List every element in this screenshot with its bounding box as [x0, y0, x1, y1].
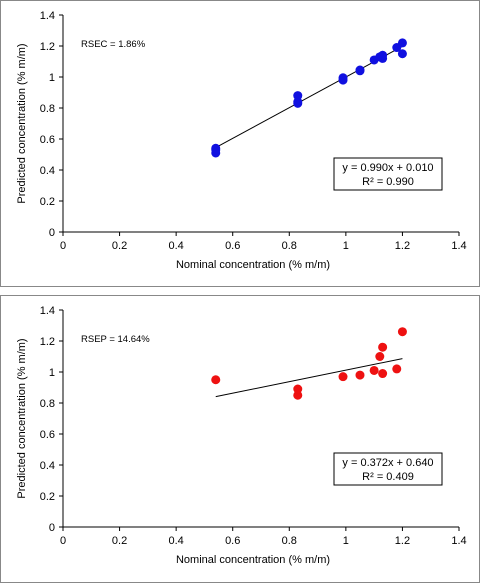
y-tick-label: 1.2 [40, 336, 55, 348]
x-axis-title: Nominal concentration (% m/m) [176, 259, 330, 271]
y-tick-label: 0.4 [40, 165, 55, 177]
data-point [397, 327, 407, 337]
regression-equation: y = 0.990x + 0.010 [342, 162, 433, 174]
y-tick-label: 0 [49, 227, 55, 239]
y-tick-label: 1.4 [40, 10, 55, 22]
y-tick-label: 0.8 [40, 103, 55, 115]
data-point [293, 97, 303, 107]
y-tick-label: 0.4 [40, 460, 55, 472]
y-tick-label: 0.6 [40, 134, 55, 146]
r-squared: R² = 0.409 [362, 471, 414, 483]
x-tick-label: 0.4 [168, 535, 183, 547]
data-point [378, 369, 388, 379]
x-tick-label: 0.6 [225, 240, 240, 252]
y-tick-label: 0 [49, 522, 55, 534]
y-tick-label: 1 [49, 367, 55, 379]
rmse-annotation: RSEP = 14.64% [81, 334, 150, 345]
data-point [293, 384, 303, 394]
data-point [378, 50, 388, 60]
y-tick-label: 1 [49, 72, 55, 84]
data-point [369, 365, 379, 375]
trendline [215, 358, 403, 398]
calibration-chart-panel: 0 0.2 0.4 0.6 0.8 1 1.2 1.4 0 0.2 0.4 0.6 0.8 1 1.2 1.4… [0, 0, 480, 287]
y-tick-label: 0.2 [40, 196, 55, 208]
x-tick-label: 0.4 [168, 240, 183, 252]
x-tick-label: 1.4 [451, 535, 466, 547]
x-tick-label: 1.4 [451, 240, 466, 252]
y-axis-title: Predicted concentration (% m/m) [16, 43, 28, 203]
data-point [378, 342, 388, 352]
x-tick-label: 0.2 [112, 535, 127, 547]
prediction-chart-panel: 0 0.2 0.4 0.6 0.8 1 1.2 1.4 0 0.2 0.4 0.6 0.8 1 1.2 1.4… [0, 295, 480, 583]
r-squared: R² = 0.990 [362, 176, 414, 188]
rmse-annotation: RSEC = 1.86% [81, 39, 146, 50]
x-tick-label: 0 [60, 535, 66, 547]
prediction-chart: 0 0.2 0.4 0.6 0.8 1 1.2 1.4 0 0.2 0.4 0.6 0.8 1 1.2 1.4… [16, 305, 467, 566]
y-tick-label: 0.2 [40, 491, 55, 503]
regression-equation: y = 0.372x + 0.640 [342, 457, 433, 469]
data-point [355, 65, 365, 75]
x-tick-label: 0.2 [112, 240, 127, 252]
equation-box [333, 157, 443, 191]
data-point [293, 91, 303, 101]
data-point [397, 49, 407, 59]
data-point [211, 375, 221, 385]
x-tick-label: 1 [343, 535, 349, 547]
data-point [392, 364, 402, 374]
x-tick-label: 0.8 [282, 240, 297, 252]
x-tick-label: 0 [60, 240, 66, 252]
x-tick-label: 1.2 [395, 535, 410, 547]
y-tick-label: 0.8 [40, 398, 55, 410]
y-tick-label: 1.2 [40, 41, 55, 53]
x-tick-label: 1.2 [395, 240, 410, 252]
equation-box [333, 452, 443, 486]
data-point [355, 370, 365, 380]
x-tick-label: 0.6 [225, 535, 240, 547]
x-tick-label: 0.8 [282, 535, 297, 547]
y-tick-label: 1.4 [40, 305, 55, 317]
x-axis-title: Nominal concentration (% m/m) [176, 554, 330, 566]
x-tick-label: 1 [343, 240, 349, 252]
data-point [338, 372, 348, 382]
calibration-chart: 0 0.2 0.4 0.6 0.8 1 1.2 1.4 0 0.2 0.4 0.6 0.8 1 1.2 1.4… [16, 10, 467, 271]
data-point [397, 38, 407, 48]
data-point [293, 390, 303, 400]
y-tick-label: 0.6 [40, 429, 55, 441]
data-point [338, 73, 348, 83]
y-axis-title: Predicted concentration (% m/m) [16, 338, 28, 498]
data-point [211, 143, 221, 153]
data-point [375, 352, 385, 361]
